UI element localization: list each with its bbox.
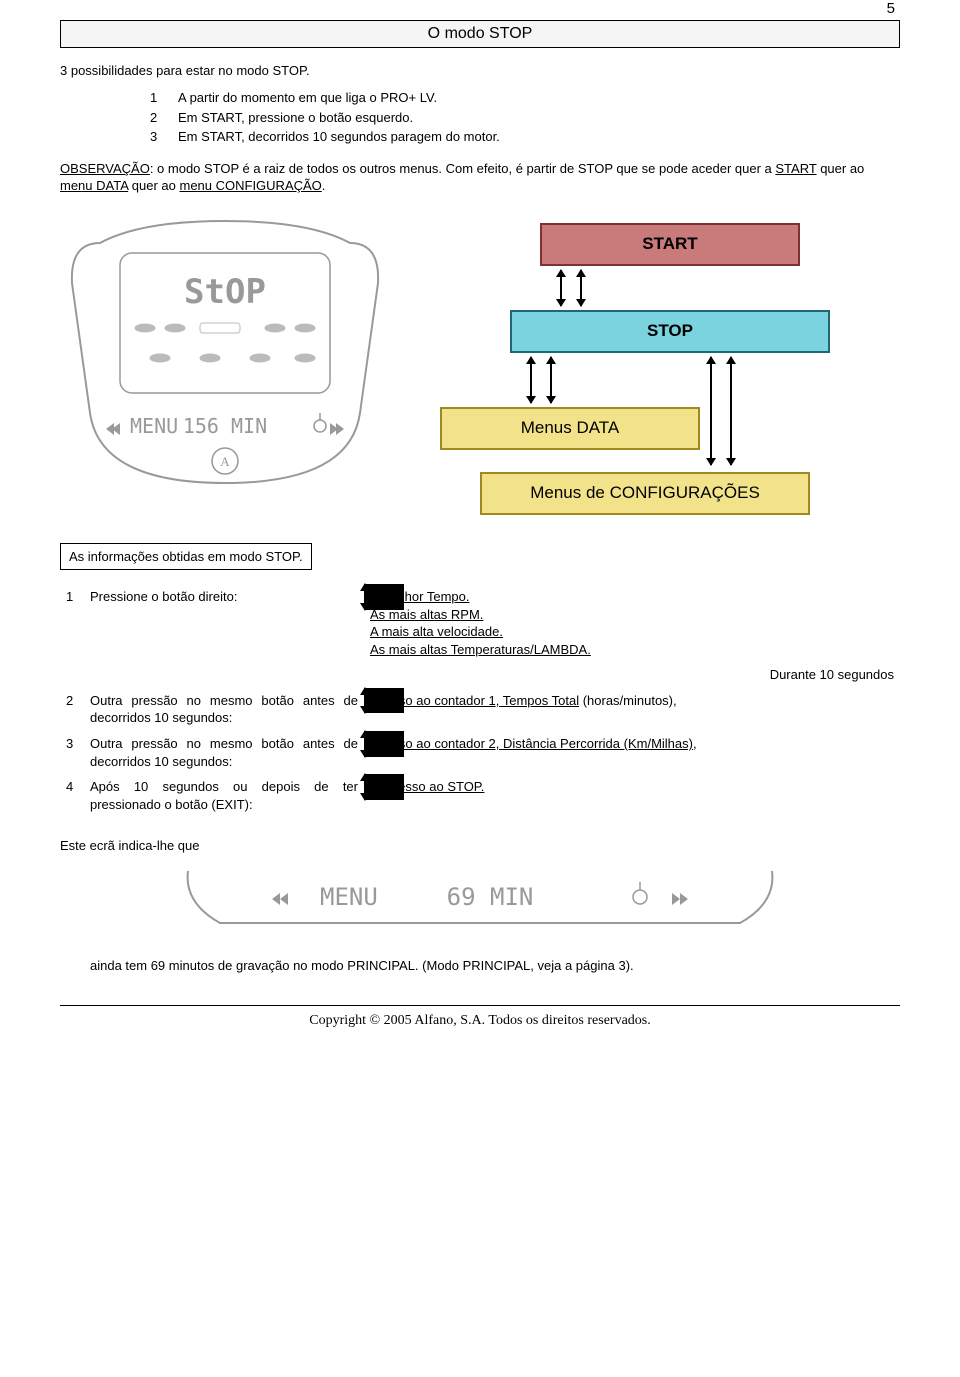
row-result: O melhor Tempo. As mais altas RPM. A mai… [364,584,900,662]
table-row: 1 Pressione o botão direito: >> O melhor… [60,584,900,662]
list-text: A partir do momento em que liga o PRO+ L… [178,89,437,107]
info-header: As informações obtidas em modo STOP. [60,543,312,571]
table-row: 3 Outra pressão no mesmo botão antes de … [60,731,900,774]
list-text: Em START, decorridos 10 segundos paragem… [178,128,500,146]
result-line: A mais alta velocidade. [370,623,894,641]
device-strip-illustration: MENU 69 MIN [180,863,900,938]
svg-text:StOP: StOP [184,272,266,312]
list-number: 1 [150,89,178,107]
row-action: Pressione o botão direito: [84,584,364,662]
svg-text:A: A [220,454,230,469]
obs-text: . [322,178,326,193]
result-tail: (horas/minutos), [579,693,677,708]
state-stop: STOP [510,310,830,353]
table-note-row: Durante 10 segundos [60,662,900,688]
arrow-stop-menus [440,353,900,407]
row-result: Regresso ao STOP. [364,774,900,817]
state-start: START [540,223,800,266]
svg-text:MENU: MENU [320,883,378,911]
table-row: 2 Outra pressão no mesmo botão antes de … [60,688,900,731]
obs-text: quer ao [817,161,865,176]
row-action: Após 10 segundos ou depois de ter pressi… [84,774,364,817]
list-item: 2 Em START, pressione o botão esquerdo. [150,109,900,127]
diagram-area: StOP MENU 156 MIN A START [60,213,900,515]
row-result: Acesso ao contador 2, Distância Percorri… [364,731,900,774]
copyright: Copyright © 2005 Alfano, S.A. Todos os d… [60,1005,900,1031]
result-line: As mais altas Temperaturas/LAMBDA. [370,641,894,659]
final-text: ainda tem 69 minutos de gravação no modo… [90,957,900,975]
actions-table: 1 Pressione o botão direito: >> O melhor… [60,584,900,817]
row-arrow: >> [364,688,404,714]
obs-text: quer ao [128,178,179,193]
list-text: Em START, pressione o botão esquerdo. [178,109,413,127]
table-row: 4 Após 10 segundos ou depois de ter pres… [60,774,900,817]
row-result: Acesso ao contador 1, Tempos Total (hora… [364,688,900,731]
page-number: 5 [887,0,895,19]
possibilities-list: 1 A partir do momento em que liga o PRO+… [150,89,900,146]
obs-lead: OBSERVAÇÃO [60,161,150,176]
row-number: 4 [60,774,84,817]
row-arrow: >> [364,731,404,757]
duration-note: Durante 10 segundos [364,662,900,688]
row-action: Outra pressão no mesmo botão antes de de… [84,688,364,731]
observation-paragraph: OBSERVAÇÃO: o modo STOP é a raiz de todo… [60,160,900,195]
svg-text:156 MIN: 156 MIN [183,414,267,438]
state-diagram: START STOP Menus DATA Menus de CONFIGURA… [440,213,900,515]
list-item: 1 A partir do momento em que liga o PRO+… [150,89,900,107]
intro-text: 3 possibilidades para estar no modo STOP… [60,62,900,80]
result-line: O melhor Tempo. [370,588,894,606]
arrow-start-stop [440,266,900,310]
obs-link-start: START [775,161,816,176]
device-illustration: StOP MENU 156 MIN A [60,213,390,498]
svg-text:69 MIN: 69 MIN [447,883,534,911]
result-line: Acesso ao contador 2, Distância Percorri… [370,736,697,751]
title-bar: 5 O modo STOP [60,20,900,48]
final-lead: Este ecrã indica-lhe que [60,837,900,855]
list-number: 3 [150,128,178,146]
row-number: 2 [60,688,84,731]
list-number: 2 [150,109,178,127]
list-item: 3 Em START, decorridos 10 segundos parag… [150,128,900,146]
result-line: As mais altas RPM. [370,606,894,624]
row-arrow: >> [364,774,404,800]
row-number: 1 [60,584,84,662]
row-action: Outra pressão no mesmo botão antes de de… [84,731,364,774]
obs-link-data: menu DATA [60,178,128,193]
page-title: O modo STOP [428,25,533,42]
row-number: 3 [60,731,84,774]
obs-link-config: menu CONFIGURAÇÃO [179,178,321,193]
row-arrow: >> [364,584,404,610]
state-menus-data: Menus DATA [440,407,700,450]
svg-text:MENU: MENU [130,414,178,438]
state-menus-config: Menus de CONFIGURAÇÕES [480,472,810,515]
obs-text: : o modo STOP é a raiz de todos os outro… [150,161,776,176]
